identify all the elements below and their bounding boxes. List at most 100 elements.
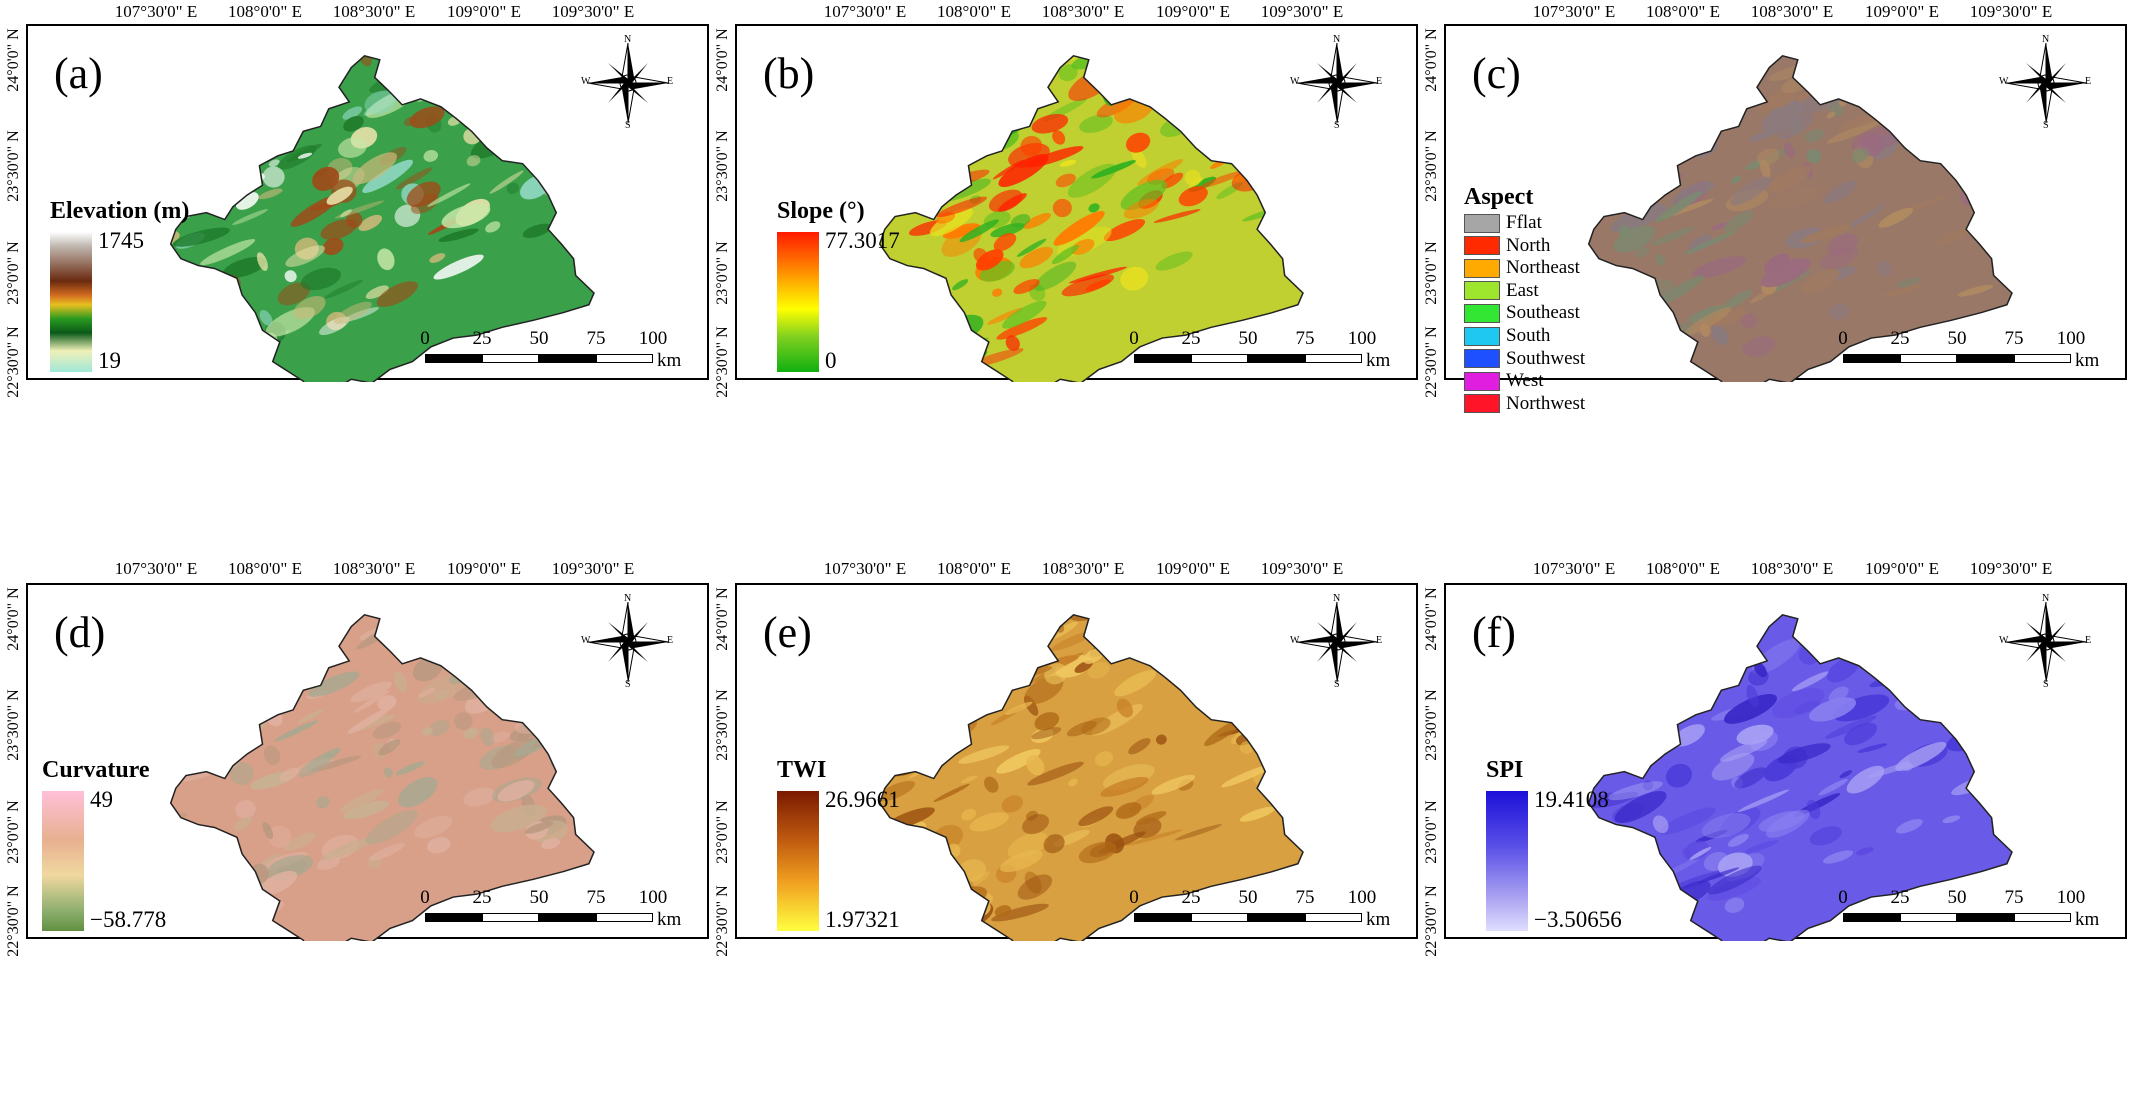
- latitude-label: 24°0'0" N: [5, 28, 22, 92]
- scale-bar-tick: 0: [1129, 328, 1139, 349]
- legend-max-value: 26.9661: [825, 787, 900, 812]
- longitude-label: 109°30'0" E: [551, 2, 635, 21]
- aspect-swatch: [1464, 371, 1500, 391]
- scale-bar-segment: [1900, 913, 1957, 922]
- scale-bar-segment: [1248, 354, 1305, 363]
- scale-bar-tick: 75: [1295, 887, 1315, 908]
- latitude-label: 22°30'0" N: [714, 885, 731, 957]
- north-arrow-icon: N S E W: [1999, 34, 2093, 131]
- scale-bar-tick: 50: [1947, 328, 1967, 349]
- compass-e-label: E: [667, 76, 674, 87]
- scale-bar-tick: 100: [2056, 328, 2086, 349]
- map-panel-d: (d) N S E W 0 25 50 75 100 km Curvature 49 −58.778: [26, 583, 709, 941]
- scale-bar-segment: [2014, 913, 2071, 922]
- legend-max-value: 19.4108: [1534, 787, 1609, 812]
- aspect-legend-item: North: [1464, 235, 1550, 257]
- color-ramp: [777, 791, 819, 931]
- aspect-class-name: North: [1506, 234, 1551, 256]
- scale-bar-segment: [1305, 913, 1362, 922]
- aspect-legend-item: Fflat: [1464, 212, 1542, 234]
- scale-bar-tick: 0: [420, 887, 430, 908]
- longitude-label: 109°30'0" E: [1260, 559, 1344, 578]
- longitude-axis-top: 107°30'0" E 108°0'0" E 108°30'0" E 109°0'0"…: [26, 559, 709, 581]
- compass-s-label: S: [625, 120, 631, 131]
- legend-min-value: −3.50656: [1534, 907, 1622, 932]
- legend-title: Slope (°): [777, 198, 865, 224]
- aspect-legend-item: West: [1464, 370, 1544, 392]
- scale-bar-segment: [539, 354, 596, 363]
- panel-label: (f): [1472, 608, 1516, 657]
- scale-bar: 0 25 50 75 100 km: [1129, 328, 1390, 372]
- longitude-label: 108°0'0" E: [228, 2, 302, 21]
- longitude-label: 109°30'0" E: [1969, 2, 2053, 21]
- scale-bar: 0 25 50 75 100 km: [1129, 887, 1390, 931]
- latitude-label: 24°0'0" N: [714, 587, 731, 651]
- scale-bar-tick: 25: [472, 328, 492, 349]
- latitude-label: 23°30'0" N: [1423, 130, 1440, 202]
- map-raster-e: [878, 614, 1304, 941]
- scale-bar-segment: [1957, 354, 2014, 363]
- compass-w-label: W: [1290, 76, 1300, 87]
- longitude-label: 108°30'0" E: [1041, 559, 1125, 578]
- color-ramp: [50, 232, 92, 372]
- scale-bar-unit: km: [2075, 350, 2100, 371]
- latitude-label: 24°0'0" N: [714, 28, 731, 92]
- aspect-swatch: [1464, 394, 1500, 414]
- aspect-legend-item: Northeast: [1464, 257, 1580, 279]
- latitude-label: 22°30'0" N: [1423, 326, 1440, 398]
- legend-min-value: 1.97321: [825, 907, 900, 932]
- scale-bar-tick: 0: [1838, 328, 1848, 349]
- aspect-swatch: [1464, 303, 1500, 323]
- aspect-legend-item: Northwest: [1464, 393, 1585, 415]
- legend-min-value: 19: [98, 348, 121, 373]
- longitude-label: 107°30'0" E: [823, 2, 907, 21]
- aspect-class-name: West: [1506, 370, 1544, 392]
- latitude-label: 24°0'0" N: [1423, 28, 1440, 92]
- legend-max-value: 77.3017: [825, 228, 900, 253]
- scale-bar-segment: [1957, 913, 2014, 922]
- longitude-label: 107°30'0" E: [1532, 559, 1616, 578]
- legend-title: Elevation (m): [50, 198, 190, 224]
- aspect-swatch: [1464, 213, 1500, 233]
- scale-bar-tick: 0: [420, 328, 430, 349]
- aspect-class-name: Southwest: [1506, 347, 1586, 369]
- aspect-swatch: [1464, 326, 1500, 346]
- scale-bar-tick: 25: [1890, 328, 1910, 349]
- aspect-swatch: [1464, 258, 1500, 278]
- scale-bar-tick: 0: [1129, 887, 1139, 908]
- latitude-axis: 24°0'0" N 23°30'0" N 23°0'0" N 22°30'0" N: [711, 24, 735, 397]
- longitude-label: 108°0'0" E: [1646, 2, 1720, 21]
- longitude-axis-top: 107°30'0" E 108°0'0" E 108°30'0" E 109°0'0"…: [735, 559, 1418, 581]
- longitude-label: 108°0'0" E: [937, 559, 1011, 578]
- panel-label: (d): [54, 608, 106, 657]
- aspect-legend-item: Southeast: [1464, 302, 1580, 324]
- scale-bar-segment: [1248, 913, 1305, 922]
- panel-label: (e): [763, 608, 812, 657]
- latitude-axis: 24°0'0" N 23°30'0" N 23°0'0" N 22°30'0" N: [1420, 583, 1444, 956]
- legend-max-value: 1745: [98, 228, 144, 253]
- scale-bar-tick: 75: [1295, 328, 1315, 349]
- latitude-label: 23°0'0" N: [1423, 241, 1440, 305]
- compass-s-label: S: [1334, 679, 1340, 690]
- scale-bar-segment: [482, 354, 539, 363]
- longitude-label: 108°30'0" E: [332, 559, 416, 578]
- panel-label: (a): [54, 49, 103, 98]
- map-panel-f: (f) N S E W 0 25 50 75 100 km SPI 19.4108 −3.50656: [1444, 583, 2127, 941]
- legend-title: TWI: [777, 757, 827, 783]
- aspect-legend-item: South: [1464, 325, 1550, 347]
- longitude-label: 109°0'0" E: [447, 559, 521, 578]
- longitude-label: 109°0'0" E: [1865, 559, 1939, 578]
- compass-w-label: W: [1999, 635, 2009, 646]
- legend-title: Aspect: [1464, 184, 1534, 210]
- longitude-label: 108°30'0" E: [1041, 2, 1125, 21]
- compass-s-label: S: [2043, 679, 2049, 690]
- longitude-label: 108°30'0" E: [1750, 2, 1834, 21]
- scale-bar-tick: 50: [1947, 887, 1967, 908]
- longitude-label: 109°0'0" E: [1156, 559, 1230, 578]
- compass-w-label: W: [1999, 76, 2009, 87]
- color-ramp: [777, 232, 819, 372]
- compass-n-label: N: [624, 34, 632, 45]
- map-panel-a: (a) N S E W 0 25 50 75 100 km Elevation (m) 1745 19: [26, 24, 709, 382]
- north-arrow-icon: N S E W: [1290, 593, 1384, 690]
- compass-w-label: W: [1290, 635, 1300, 646]
